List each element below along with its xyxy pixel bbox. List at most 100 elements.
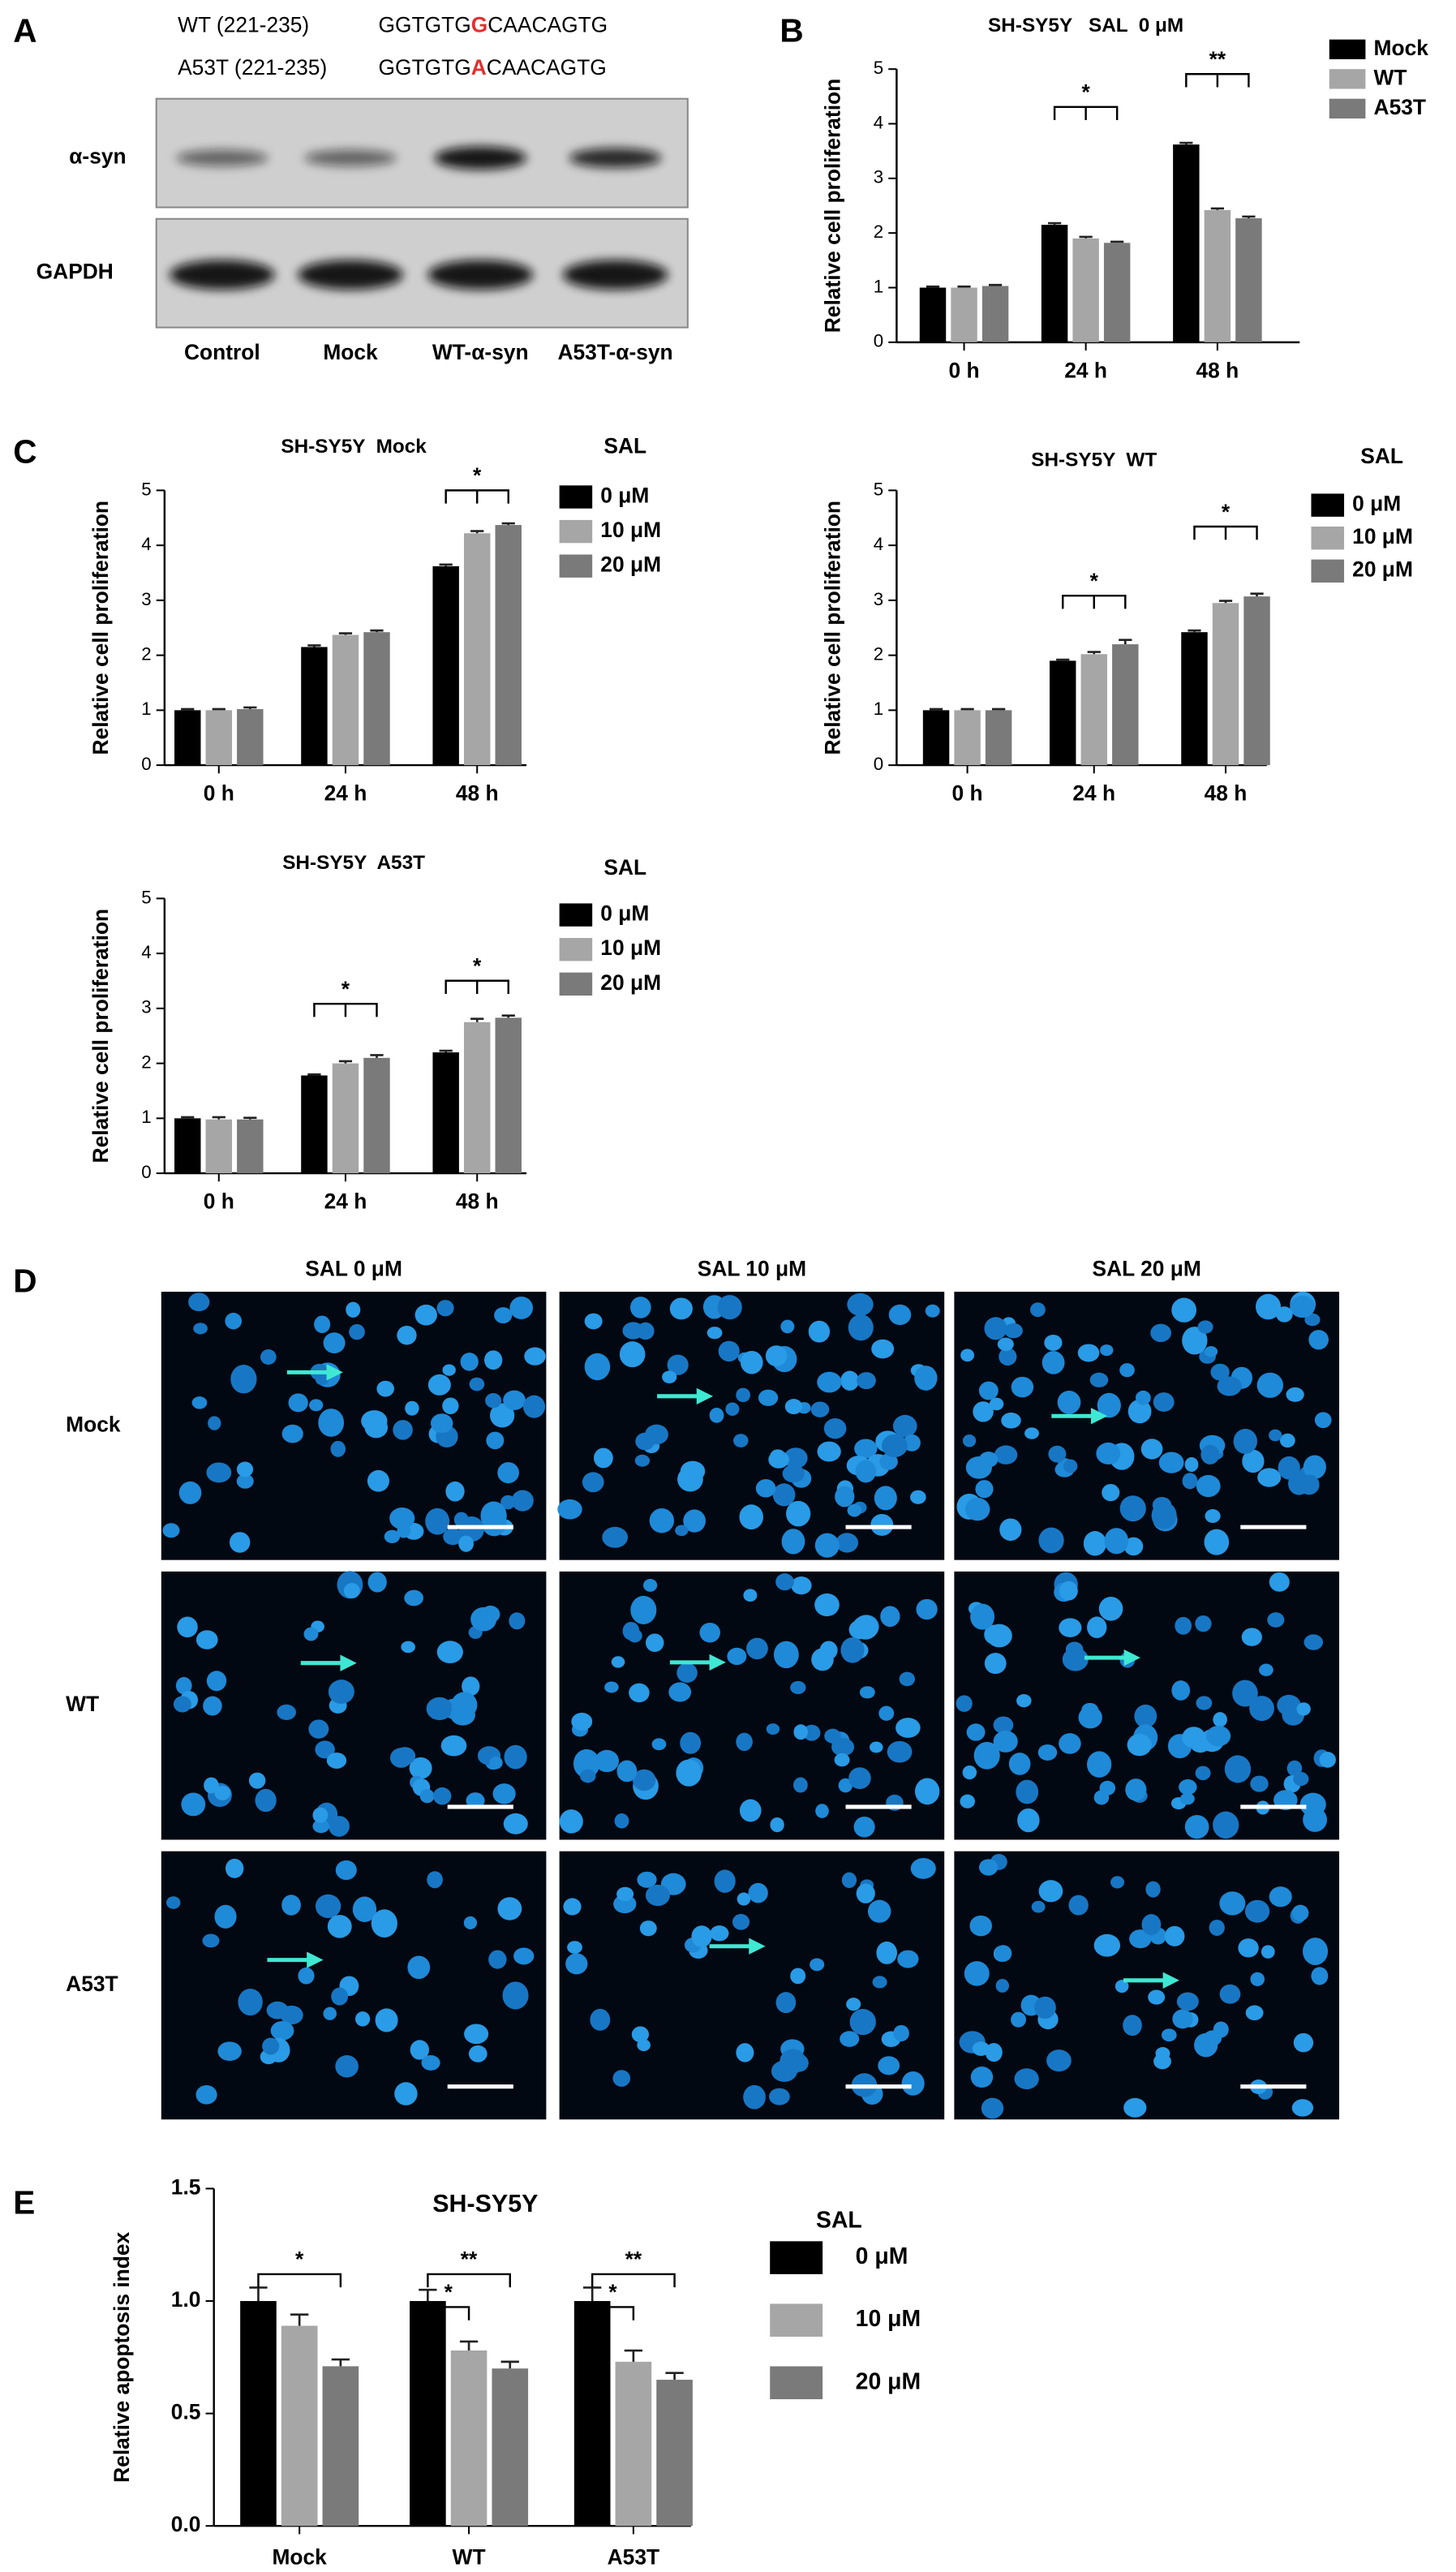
y-tick-label: 3 (874, 589, 883, 609)
micrograph (161, 1571, 547, 1840)
cell (1102, 1483, 1120, 1502)
cell (1017, 1808, 1040, 1833)
cell (775, 1573, 794, 1591)
cell (1249, 1696, 1274, 1722)
error-bar (290, 2313, 309, 2326)
cell (384, 1529, 401, 1544)
cell (645, 1633, 664, 1653)
error-bar (957, 285, 971, 288)
cell (1038, 1880, 1063, 1903)
cell (1175, 1616, 1192, 1635)
cell (834, 1753, 850, 1767)
cell (188, 1292, 210, 1312)
cell (636, 1322, 655, 1340)
cell (815, 1804, 829, 1818)
cell (737, 1892, 751, 1906)
cell (1031, 1900, 1046, 1913)
cell (1245, 2005, 1264, 2021)
cell (1304, 1313, 1321, 1327)
arrow-head (307, 1951, 324, 1968)
cell (960, 1348, 975, 1362)
bar (174, 1118, 201, 1174)
cell (1261, 1945, 1275, 1959)
error-bar (370, 629, 384, 633)
row-label: α-syn (69, 144, 126, 169)
y-tick-label: 0.5 (171, 2400, 201, 2424)
cell (1093, 1790, 1110, 1805)
cell (309, 1399, 324, 1412)
cell (1127, 1733, 1152, 1757)
legend-label: A53T (1374, 95, 1426, 119)
bar (1181, 632, 1208, 766)
cell (1096, 1442, 1121, 1464)
cell (880, 1606, 900, 1628)
arrow-head (749, 1938, 766, 1955)
mutation: A (471, 55, 487, 80)
cell (277, 1704, 297, 1720)
cell (780, 1319, 795, 1334)
cell (1250, 1972, 1265, 1986)
legend-swatch (559, 485, 593, 509)
cell (1014, 2068, 1039, 2090)
cell (662, 1370, 677, 1384)
cell (1189, 1733, 1211, 1753)
cell (513, 1947, 535, 1965)
cell (1097, 1392, 1121, 1418)
cell (677, 1466, 703, 1492)
significance-bracket (445, 489, 509, 504)
blot-band (427, 260, 534, 290)
cell (784, 1399, 803, 1415)
micrograph (161, 1851, 547, 2120)
y-tick-label: 0 (874, 754, 883, 774)
micrograph (559, 1571, 945, 1840)
cell (892, 1414, 917, 1438)
cell (463, 1916, 478, 1929)
cell (458, 1535, 474, 1552)
cell (773, 1641, 799, 1669)
cell (1100, 1344, 1114, 1357)
cell (1195, 1615, 1212, 1632)
cell (1150, 1323, 1171, 1343)
cell (1062, 1647, 1089, 1671)
legend-swatch (559, 554, 593, 578)
cell (848, 1767, 871, 1790)
cell (1129, 1929, 1152, 1949)
cell (1110, 1876, 1125, 1889)
micrograph-bg (559, 1571, 945, 1840)
cell (1303, 1938, 1329, 1965)
cell (651, 1738, 667, 1751)
cell (497, 1897, 522, 1920)
cell (1164, 1925, 1185, 1946)
cell (436, 1641, 463, 1663)
bar (954, 710, 981, 766)
legend-swatch (1329, 69, 1366, 89)
cell (230, 1365, 257, 1394)
significance-bracket (1062, 594, 1127, 609)
bar (573, 2301, 611, 2527)
cell (175, 1676, 192, 1695)
x-tick-label: 48 h (1196, 358, 1239, 382)
y-tick-label: 4 (141, 534, 151, 554)
cell (859, 1686, 875, 1699)
cell (1087, 1751, 1112, 1778)
cell (354, 2011, 371, 2027)
cell (376, 1380, 394, 1397)
cell (208, 1416, 221, 1430)
x-tick-label: 48 h (456, 1189, 499, 1214)
cell (1233, 1428, 1257, 1454)
cell (335, 1860, 357, 1881)
cell (882, 1434, 908, 1458)
cell (1182, 1327, 1208, 1355)
cell (1016, 1779, 1039, 1804)
error-bar (1119, 639, 1132, 645)
significance-label: * (341, 977, 350, 1001)
cell (733, 1434, 749, 1447)
cell (746, 1637, 768, 1660)
cell (790, 1968, 806, 1985)
error-bar (212, 708, 225, 711)
cell (1123, 1537, 1144, 1556)
significance-label: * (295, 2247, 304, 2272)
cell (616, 1886, 634, 1902)
legend-label: 10 μM (1352, 524, 1413, 548)
